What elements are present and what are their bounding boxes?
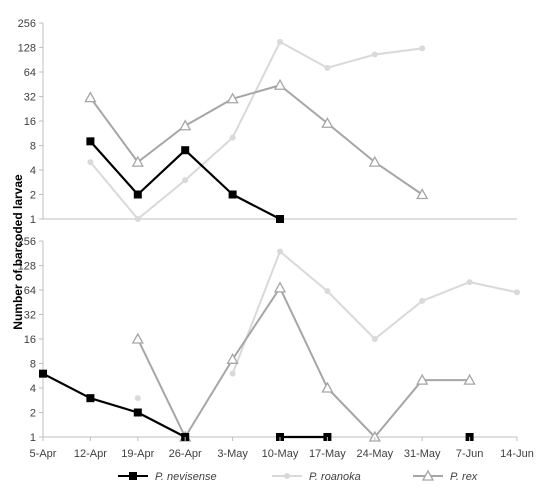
x-tick-label-17-may: 17-May — [309, 448, 346, 460]
data-point-p-rex — [131, 332, 144, 344]
y-tick-label-16: 16 — [24, 116, 36, 128]
data-point-p-rex — [273, 281, 287, 293]
legend-label: P. rex — [450, 471, 478, 483]
data-point-p-nevisense — [228, 190, 237, 199]
y-tick-label-128: 128 — [18, 43, 36, 55]
legend-marker — [421, 469, 435, 481]
data-point-p-roanoka — [229, 134, 236, 141]
x-tick-label-31-may: 31-May — [404, 448, 441, 460]
data-point-p-rex — [321, 381, 334, 393]
data-point-p-nevisense — [133, 190, 142, 199]
data-point-p-roanoka — [324, 64, 331, 71]
data-point-p-rex — [226, 92, 239, 104]
x-tick-label-12-apr: 12-Apr — [74, 448, 107, 460]
x-tick-label-24-may: 24-May — [356, 448, 393, 460]
y-tick-label-4: 4 — [30, 165, 36, 177]
series-p-roanoka — [87, 38, 426, 222]
legend-item-p-nevisense: P. nevisense — [118, 471, 217, 483]
y-tick-label-2: 2 — [30, 408, 36, 420]
y-tick-label-4: 4 — [30, 383, 36, 395]
y-tick-label-256: 256 — [18, 236, 36, 248]
data-point-p-roanoka — [466, 279, 473, 286]
series-line-p-rex — [136, 286, 470, 438]
legend-marker — [284, 473, 290, 479]
y-tick-label-8: 8 — [30, 141, 36, 153]
legend: P. nevisense P. roanoka P. rex — [118, 469, 478, 483]
bottom-panel: 1 2 4 8 16 32 64 128 256 — [18, 236, 520, 444]
x-tick-label-14-jun: 14-Jun — [500, 448, 534, 460]
x-tick-label-5-apr: 5-Apr — [30, 448, 57, 460]
y-tick-label-16: 16 — [24, 334, 36, 346]
data-point-p-nevisense — [181, 146, 190, 155]
data-point-p-rex — [179, 119, 192, 131]
x-tick-label-10-may: 10-May — [262, 448, 299, 460]
series-p-rex — [131, 281, 476, 442]
series-p-nevisense — [86, 137, 284, 223]
data-point-p-roanoka — [277, 248, 283, 255]
series-line-p-rex — [89, 84, 423, 196]
data-point-p-rex — [368, 155, 381, 167]
legend-label: P. nevisense — [155, 471, 217, 483]
y-tick-label-64: 64 — [24, 285, 36, 297]
data-point-p-roanoka — [371, 336, 378, 342]
data-point-p-roanoka — [371, 51, 378, 58]
data-point-p-roanoka — [134, 216, 141, 222]
data-point-p-roanoka — [324, 288, 331, 295]
data-point-p-nevisense — [133, 408, 142, 417]
x-tick-label-26-apr: 26-Apr — [169, 448, 202, 460]
y-tick-label-32: 32 — [24, 310, 36, 322]
data-point-p-roanoka — [229, 370, 236, 377]
y-tick-label-1: 1 — [30, 214, 36, 226]
series-p-nevisense — [39, 369, 474, 441]
data-point-p-nevisense — [276, 215, 284, 223]
data-point-p-nevisense — [86, 137, 95, 146]
data-point-p-nevisense — [39, 369, 47, 378]
data-point-p-roanoka — [87, 159, 94, 166]
series-p-roanoka — [134, 248, 520, 402]
y-tick-label-256: 256 — [18, 18, 36, 30]
x-tick-label-7-jun: 7-Jun — [456, 448, 484, 460]
y-tick-label-128: 128 — [18, 261, 36, 273]
data-point-p-roanoka — [514, 289, 520, 296]
data-point-p-rex — [321, 116, 334, 128]
data-point-p-rex — [416, 188, 429, 200]
legend-item-p-roanoka: P. roanoka — [272, 471, 361, 483]
x-tick-label-3-may: 3-May — [217, 448, 248, 460]
data-point-p-nevisense — [86, 394, 95, 403]
data-point-p-roanoka — [419, 45, 426, 52]
data-point-p-roanoka — [134, 395, 141, 402]
y-tick-label-2: 2 — [30, 190, 36, 202]
legend-marker — [129, 472, 137, 480]
series-line-p-nevisense — [42, 372, 186, 438]
data-point-p-roanoka — [277, 38, 283, 45]
data-point-p-rex — [226, 352, 239, 364]
series-line-p-roanoka — [89, 40, 423, 220]
legend-label: P. roanoka — [309, 471, 361, 483]
y-tick-label-32: 32 — [24, 92, 36, 104]
y-tick-label-1: 1 — [30, 432, 36, 444]
data-point-p-roanoka — [182, 177, 189, 184]
y-axis-label: Number of barcoded larvae — [11, 174, 25, 330]
data-point-p-rex — [463, 373, 476, 385]
y-tick-label-8: 8 — [30, 359, 36, 371]
data-point-p-roanoka — [419, 297, 426, 304]
top-panel: 1 2 4 8 16 32 64 128 256 — [18, 18, 517, 226]
data-point-p-rex — [131, 155, 144, 167]
y-tick-label-64: 64 — [24, 67, 36, 79]
x-axis: 5-Apr 12-Apr 19-Apr 26-Apr 3-May 10-May 17-May… — [30, 437, 534, 460]
x-tick-label-19-apr: 19-Apr — [121, 448, 154, 460]
data-point-p-rex — [273, 78, 287, 90]
series-p-rex — [84, 78, 429, 200]
data-point-p-rex — [416, 373, 429, 385]
legend-item-p-rex: P. rex — [413, 469, 478, 483]
series-line-p-roanoka — [231, 250, 518, 375]
data-point-p-rex — [84, 91, 97, 103]
